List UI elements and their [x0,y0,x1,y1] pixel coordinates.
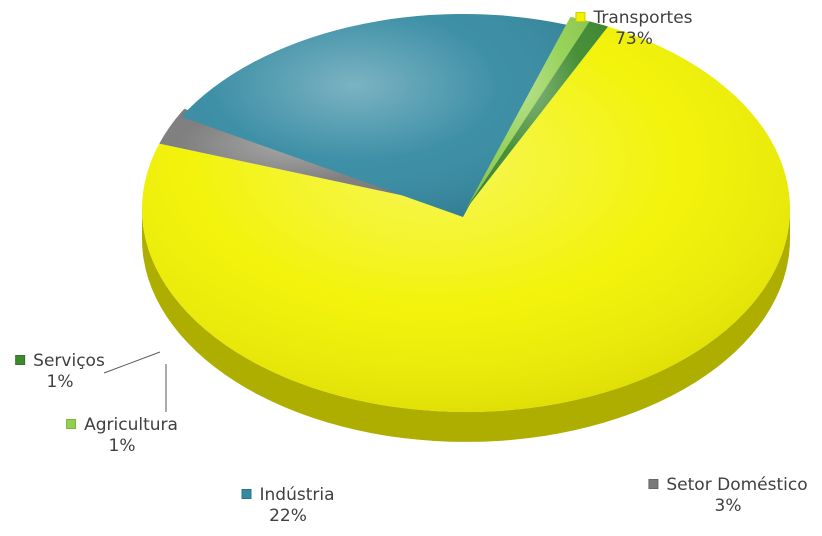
legend-swatch [66,419,76,429]
slice-percent: 22% [241,506,334,527]
legend-swatch [575,12,585,22]
pie-tops [142,14,790,412]
legend-swatch [241,489,251,499]
slice-label: Serviços [33,351,105,371]
slice-label: Setor Doméstico [666,475,807,495]
label-industria: Indústria 22% [241,485,334,527]
label-servicos: Serviços 1% [15,351,105,393]
slice-label: Transportes [593,8,692,28]
slice-percent: 1% [66,436,178,457]
slice-label: Agricultura [84,415,178,435]
legend-swatch [648,479,658,489]
slice-label: Indústria [259,485,334,505]
label-transportes: Transportes 73% [575,8,692,50]
legend-swatch [15,355,25,365]
slice-percent: 73% [575,29,692,50]
leader-lines [104,352,166,412]
slice-percent: 3% [648,496,807,517]
leader-line-servicos [104,352,160,373]
label-setor-domestico: Setor Doméstico 3% [648,475,807,517]
label-agricultura: Agricultura 1% [66,415,178,457]
slice-percent: 1% [15,372,105,393]
